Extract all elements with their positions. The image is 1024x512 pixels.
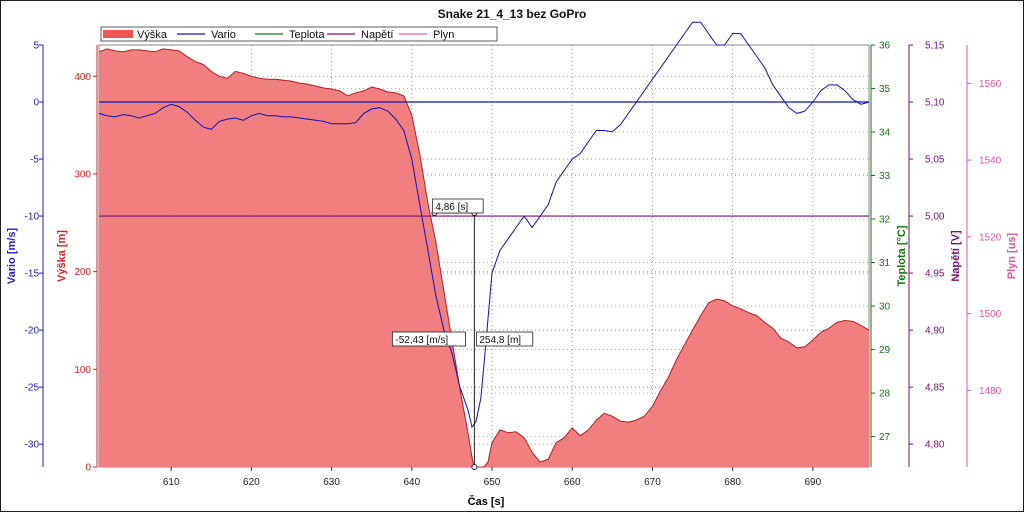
axis-tick-label-napeti: 4,85 bbox=[925, 383, 945, 394]
axis-tick-label-napeti: 5,15 bbox=[925, 41, 945, 52]
axis-tick-label-teplota: 28 bbox=[879, 389, 891, 400]
axis-tick-label-napeti: 5,00 bbox=[925, 212, 945, 223]
axis-tick-label-vyska: 300 bbox=[74, 169, 91, 180]
cursor-time-label-box bbox=[431, 198, 484, 214]
axis-tick-label-vario: -30 bbox=[25, 440, 40, 451]
axis-tick-label-vario: -5 bbox=[30, 155, 39, 166]
cursor-vario-label: -52,43 [m/s] bbox=[395, 335, 448, 346]
legend-label: Napětí bbox=[361, 29, 393, 41]
axis-title-plyn: Plyn [us] bbox=[1006, 232, 1018, 279]
series-layer bbox=[98, 21, 870, 468]
legend-box bbox=[100, 26, 498, 42]
cursor-height-label-box bbox=[475, 331, 534, 347]
axis-tick-label-teplota: 32 bbox=[879, 215, 891, 226]
axis-tick-label-teplota: 31 bbox=[879, 258, 891, 269]
axis-tick-label-teplota: 30 bbox=[879, 302, 891, 313]
axes: 610 620 630 640 650 660 670 680 690 5 0 -5 -10 -15 -20… bbox=[6, 41, 1018, 489]
axis-tick-label-plyn: 1540 bbox=[979, 156, 1002, 167]
axis-tick-label-teplota: 27 bbox=[879, 432, 891, 443]
axis-tick-label-napeti: 4,90 bbox=[925, 326, 945, 337]
axis-tick-label-plyn: 1480 bbox=[979, 386, 1002, 397]
axis-tick-label-teplota: 35 bbox=[879, 84, 891, 95]
x-axis-label: Čas [s] bbox=[468, 495, 505, 508]
legend-swatch-vyska bbox=[103, 30, 133, 38]
cursor-vario-label-box bbox=[391, 331, 466, 347]
axis-tick-label-vyska: 200 bbox=[74, 267, 91, 278]
axis-tick-label-vario: 5 bbox=[33, 41, 39, 52]
axis-tick-label-vyska: 100 bbox=[74, 365, 91, 376]
x-tick-label: 680 bbox=[724, 477, 741, 488]
series-line-vario bbox=[98, 21, 870, 429]
chart-title: Snake 21_4_13 bez GoPro bbox=[438, 7, 587, 21]
axis-tick-label-napeti: 5,05 bbox=[925, 155, 945, 166]
axis-tick-label-teplota: 29 bbox=[879, 345, 891, 356]
x-tick-label: 640 bbox=[403, 477, 420, 488]
axis-tick-label-vario: -25 bbox=[25, 383, 40, 394]
axis-tick-label-vario: -15 bbox=[25, 269, 40, 280]
axis-tick-label-plyn: 1500 bbox=[979, 309, 1002, 320]
axis-tick-label-vyska: 400 bbox=[74, 72, 91, 83]
legend: Výška Vario Teplota Napětí Plyn bbox=[100, 26, 498, 42]
cursor-height-label: 254,8 [m] bbox=[479, 335, 521, 346]
x-tick-label: 630 bbox=[323, 477, 340, 488]
axis-tick-label-teplota: 36 bbox=[879, 41, 891, 52]
x-tick-label: 610 bbox=[163, 477, 180, 488]
series-line-vyska bbox=[98, 48, 870, 468]
axis-title-teplota: Teplota [°C] bbox=[896, 225, 908, 286]
axis-tick-label-napeti: 5,10 bbox=[925, 98, 945, 109]
cursor-time-label: 4,86 [s] bbox=[435, 202, 468, 213]
axis-tick-label-vario: -20 bbox=[25, 326, 40, 337]
axis-tick-label-teplota: 34 bbox=[879, 128, 891, 139]
legend-label: Výška bbox=[137, 29, 168, 41]
axis-tick-label-vario: 0 bbox=[33, 98, 39, 109]
series-area-vyska bbox=[99, 48, 869, 468]
axis-tick-label-vyska: 0 bbox=[85, 463, 91, 474]
cursor-bottom-marker[interactable] bbox=[471, 464, 478, 470]
reference-lines bbox=[99, 101, 869, 217]
axis-tick-label-plyn: 1520 bbox=[979, 232, 1002, 243]
axis-tick-label-plyn: 1560 bbox=[979, 79, 1002, 90]
x-tick-label: 650 bbox=[484, 477, 501, 488]
axis-tick-label-vario: -10 bbox=[25, 212, 40, 223]
axis-tick-label-teplota: 33 bbox=[879, 171, 891, 182]
axis-title-napeti: Napětí [V] bbox=[950, 230, 962, 282]
legend-label: Teplota bbox=[289, 29, 325, 41]
axis-title-vario: Vario [m/s] bbox=[6, 228, 18, 285]
x-tick-label: 690 bbox=[805, 477, 822, 488]
legend-label: Plyn bbox=[433, 29, 454, 41]
legend-label: Vario bbox=[211, 29, 236, 41]
axis-title-vyska: Výška [m] bbox=[56, 230, 68, 282]
x-tick-label: 670 bbox=[644, 477, 661, 488]
x-tick-label: 620 bbox=[243, 477, 260, 488]
axis-tick-label-napeti: 4,95 bbox=[925, 269, 945, 280]
axis-tick-label-napeti: 4,80 bbox=[925, 440, 945, 451]
cursor-measurement[interactable]: 4,86 [s] -52,43 [m/s] 254,8 [m] bbox=[391, 198, 534, 470]
x-tick-label: 660 bbox=[564, 477, 581, 488]
